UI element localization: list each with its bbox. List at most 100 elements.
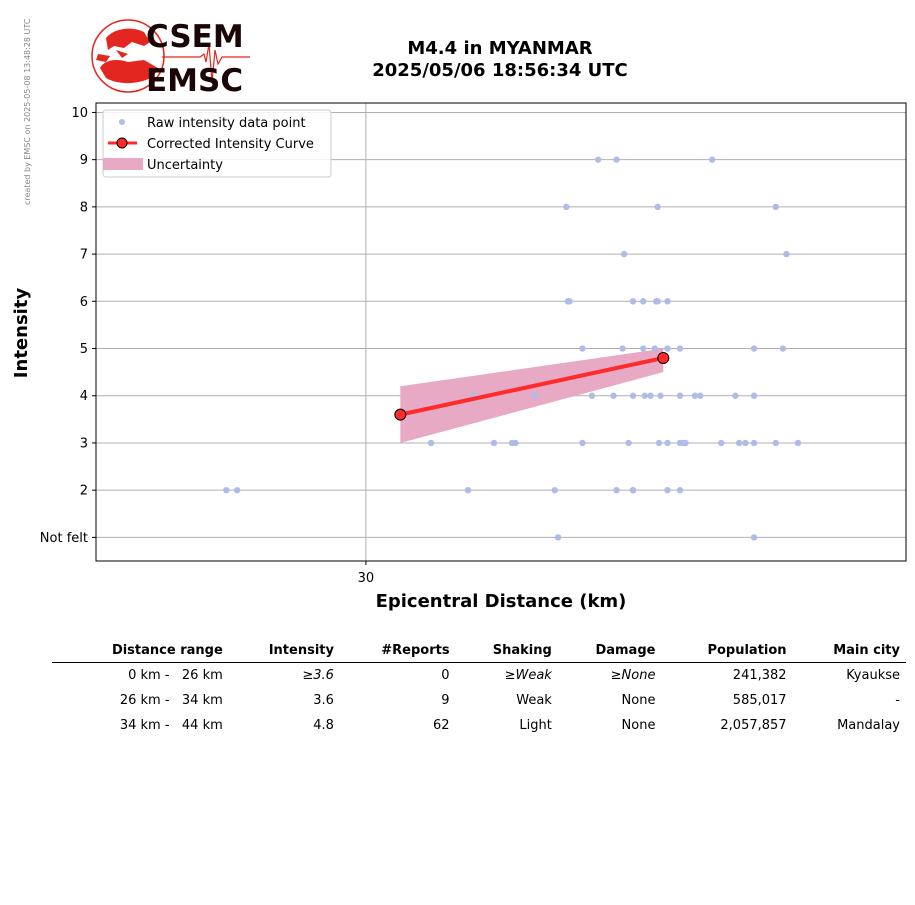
- raw-data-point: [772, 203, 779, 211]
- raw-data-point: [625, 439, 632, 447]
- header-intensity: Intensity: [228, 640, 340, 663]
- raw-data-point: [655, 439, 663, 447]
- raw-data-point: [664, 439, 671, 447]
- legend-curve-marker: [116, 137, 128, 149]
- legend-raw-label: Raw intensity data point: [147, 116, 306, 131]
- raw-data-point: [551, 486, 559, 494]
- raw-data-point: [742, 439, 749, 447]
- chart-title: M4.4 in MYANMAR 2025/05/06 18:56:34 UTC: [300, 38, 700, 82]
- summary-table: Distance range Intensity #Reports Shakin…: [52, 640, 906, 738]
- raw-data-point: [554, 534, 562, 541]
- raw-data-point: [676, 345, 684, 352]
- y-tick-label: 6: [80, 295, 88, 310]
- cell-population: 241,382: [732, 667, 787, 683]
- logo-map-europe: [106, 28, 150, 50]
- raw-data-point: [697, 392, 704, 399]
- table-row: 34 km - 44 km 4.8 62 Light None 2,057,85…: [52, 713, 906, 738]
- raw-data-point: [779, 345, 787, 352]
- y-tick-label: 5: [80, 342, 88, 357]
- raw-data-point: [682, 439, 689, 447]
- cell-intensity: 4.8: [313, 717, 334, 733]
- raw-data-point: [794, 439, 802, 447]
- plot-frame: [95, 102, 907, 562]
- raw-data-point: [664, 486, 671, 494]
- legend-curve-label: Corrected Intensity Curve: [147, 137, 314, 152]
- emsc-logo: CSEM EMSC: [91, 19, 250, 99]
- cell-reports: 9: [441, 692, 450, 708]
- raw-data-point: [620, 250, 628, 258]
- logo-map-africa: [100, 60, 158, 84]
- cell-city: Kyaukse: [846, 667, 900, 683]
- cell-reports: 0: [441, 667, 450, 683]
- raw-data-point: [613, 156, 620, 163]
- raw-data-point: [579, 439, 586, 447]
- raw-data-point: [664, 345, 671, 352]
- corrected-curve-point: [394, 408, 407, 421]
- cell-damage: None: [621, 692, 656, 708]
- cell-damage: ≥None: [610, 667, 656, 683]
- cell-shaking: Weak: [516, 692, 552, 708]
- cell-damage: None: [621, 717, 656, 733]
- title-event: M4.4 in MYANMAR: [407, 38, 593, 59]
- raw-data-point: [676, 486, 684, 494]
- raw-data-point: [427, 439, 435, 447]
- raw-data-point: [223, 486, 230, 494]
- header-shaking: Shaking: [455, 640, 558, 663]
- raw-data-point: [750, 345, 758, 352]
- raw-data-point: [640, 298, 647, 305]
- raw-data-point: [512, 439, 519, 447]
- cell-reports: 62: [433, 717, 450, 733]
- legend-uncertainty-swatch: [103, 158, 143, 170]
- raw-data-point: [563, 203, 570, 211]
- legend-raw-marker: [119, 119, 125, 125]
- raw-data-point: [594, 156, 602, 163]
- raw-data-point: [654, 298, 661, 305]
- cell-shaking: ≥Weak: [504, 667, 552, 683]
- tick-layer: Not felt 2 3 4 5 6 7 8 9 10 30: [40, 106, 374, 586]
- header-population: Population: [661, 640, 793, 663]
- header-reports: #Reports: [339, 640, 456, 663]
- raw-data-point: [647, 392, 654, 399]
- grid-layer: [96, 103, 906, 561]
- raw-data-point: [610, 392, 617, 399]
- raw-data-point: [640, 345, 647, 352]
- logo-seismogram: [162, 43, 250, 83]
- credit-text: created by EMSC on 2025-05-08 13:48:28 U…: [23, 18, 32, 205]
- raw-data-point: [566, 298, 573, 305]
- raw-data-point: [233, 486, 241, 494]
- raw-data-point: [664, 298, 671, 305]
- raw-data-point: [750, 534, 758, 541]
- x-axis-label: Epicentral Distance (km): [376, 591, 627, 612]
- raw-data-point: [464, 486, 472, 494]
- y-tick-label: 8: [80, 200, 88, 215]
- y-tick-label: Not felt: [40, 531, 88, 546]
- raw-data-point: [676, 392, 684, 399]
- legend-box: [102, 109, 332, 178]
- raw-data-point: [783, 250, 790, 258]
- table-row: 0 km - 26 km ≥3.6 0 ≥Weak ≥None 241,382 …: [52, 663, 906, 689]
- y-tick-label: 7: [80, 248, 88, 263]
- y-tick-label: 4: [80, 389, 88, 404]
- header-damage: Damage: [557, 640, 662, 663]
- table-header-row: Distance range Intensity #Reports Shakin…: [52, 640, 906, 663]
- raw-data-point: [732, 392, 739, 399]
- legend-uncertainty-label: Uncertainty: [147, 158, 223, 173]
- curve-layer: [394, 351, 670, 421]
- y-tick-label: 2: [80, 484, 88, 499]
- raw-data-point: [718, 439, 725, 447]
- raw-data-point: [641, 392, 648, 399]
- cell-population: 585,017: [732, 692, 787, 708]
- logo-emsc: EMSC: [146, 63, 243, 99]
- cell-city: -: [895, 692, 900, 708]
- table-row: 26 km - 34 km 3.6 9 Weak None 585,017 -: [52, 688, 906, 713]
- raw-data-point: [750, 439, 758, 447]
- logo-csem: CSEM: [146, 19, 244, 55]
- header-distance-range: Distance range: [52, 640, 229, 663]
- cell-range: 34 km - 44 km: [119, 717, 223, 733]
- intensity-chart: Not felt 2 3 4 5 6 7 8 9 10 30 Epicentral Distance…: [11, 102, 907, 612]
- cell-range: 0 km - 26 km: [128, 667, 223, 683]
- raw-data-point: [772, 439, 779, 447]
- credit-label: created by EMSC on 2025-05-08 13:48:28 U…: [23, 18, 32, 205]
- raw-data-point: [629, 486, 637, 494]
- raw-data-point: [750, 392, 758, 399]
